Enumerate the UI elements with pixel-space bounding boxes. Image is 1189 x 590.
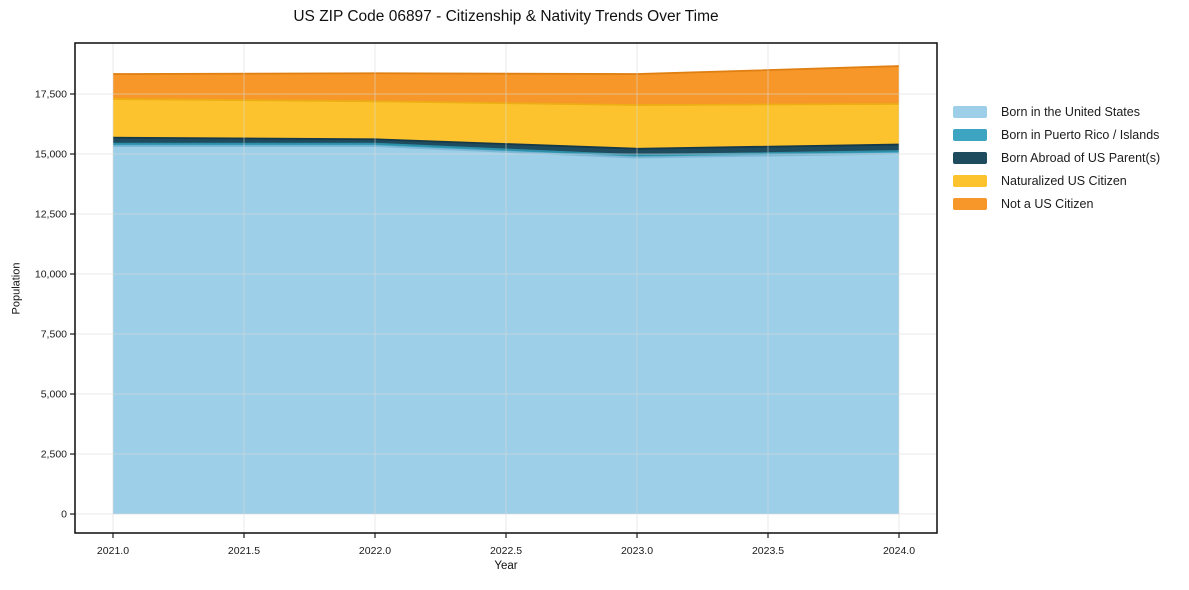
legend-swatch-icon — [953, 151, 987, 164]
x-tick-label: 2023.0 — [621, 545, 653, 557]
legend-label: Naturalized US Citizen — [1001, 173, 1127, 188]
y-tick-label: 17,500 — [35, 89, 67, 101]
x-tick-label: 2023.5 — [752, 545, 784, 557]
legend-label: Not a US Citizen — [1001, 196, 1094, 211]
y-tick-label: 12,500 — [35, 209, 67, 221]
legend-item-0: Born in the United States — [953, 103, 1160, 120]
legend-label: Born in the United States — [1001, 104, 1140, 119]
x-tick-label: 2024.0 — [883, 545, 915, 557]
legend-item-1: Born in Puerto Rico / Islands — [953, 126, 1160, 143]
legend-label: Born in Puerto Rico / Islands — [1001, 127, 1160, 142]
x-tick-label: 2021.0 — [97, 545, 129, 557]
y-axis-label: Population — [10, 262, 23, 315]
legend: Born in the United States Born in Puerto … — [953, 103, 1160, 212]
x-tick-label: 2021.5 — [228, 545, 260, 557]
y-tick-label: 10,000 — [35, 269, 67, 281]
y-tick-label: 0 — [61, 509, 67, 521]
y-tick-label: 5,000 — [41, 389, 67, 401]
legend-label: Born Abroad of US Parent(s) — [1001, 150, 1161, 165]
y-tick-label: 15,000 — [35, 149, 67, 161]
legend-swatch-icon — [953, 128, 987, 141]
y-tick-label: 7,500 — [41, 329, 67, 341]
legend-swatch-icon — [953, 197, 987, 210]
chart-title: US ZIP Code 06897 - Citizenship & Nativi… — [293, 8, 719, 25]
y-tick-label: 2,500 — [41, 449, 67, 461]
legend-swatch-icon — [953, 174, 987, 187]
legend-swatch-icon — [953, 105, 987, 118]
legend-item-2: Born Abroad of US Parent(s) — [953, 149, 1160, 166]
x-tick-label: 2022.0 — [359, 545, 391, 557]
x-tick-label: 2022.5 — [490, 545, 522, 557]
x-axis-label: Year — [494, 560, 518, 572]
legend-item-4: Not a US Citizen — [953, 195, 1160, 212]
legend-item-3: Naturalized US Citizen — [953, 172, 1160, 189]
